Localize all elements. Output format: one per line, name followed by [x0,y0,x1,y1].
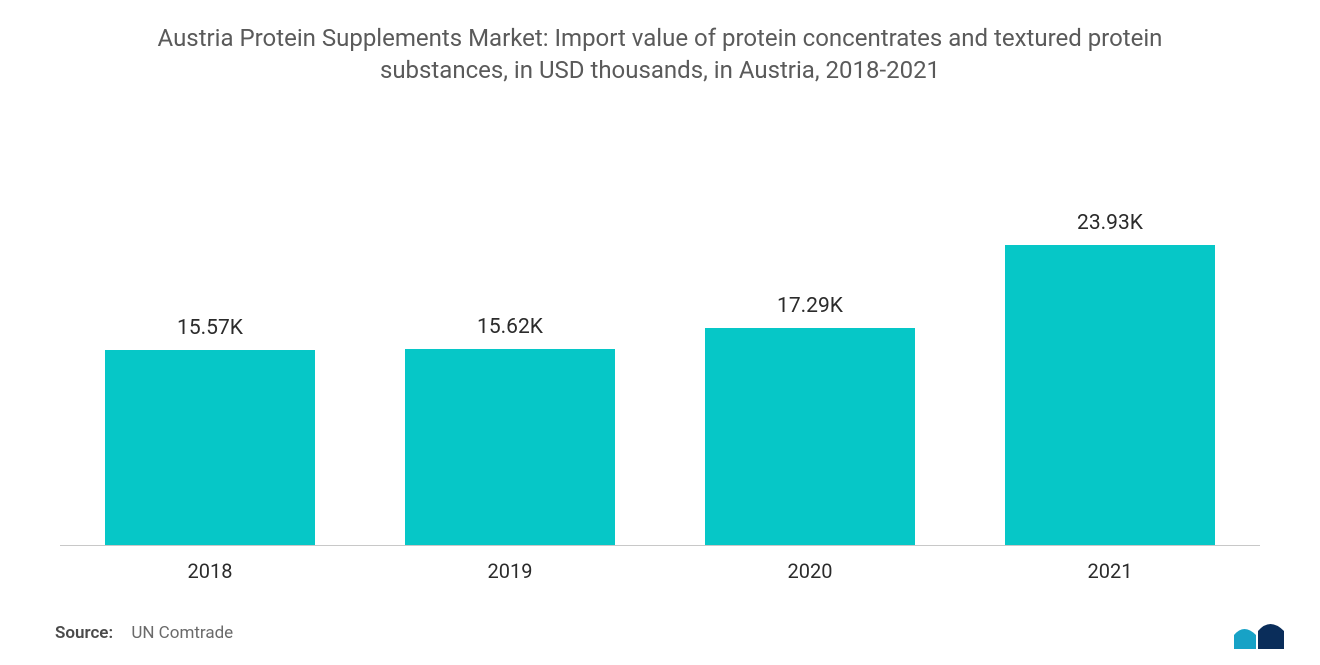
bar-0 [105,350,315,545]
logo-wave-2 [1258,624,1284,649]
bar-value-label: 17.29K [777,294,843,318]
bar-slot-1: 15.62K [360,140,660,545]
x-label: 2018 [60,559,360,583]
source-attribution: Source: UN Comtrade [55,623,233,643]
bar-value-label: 15.62K [477,315,543,339]
bar-slot-2: 17.29K [660,140,960,545]
source-label: Source: [55,623,113,643]
brand-logo-icon [1234,617,1290,649]
x-label: 2020 [660,559,960,583]
bar-1 [405,349,615,545]
bar-value-label: 23.93K [1077,211,1143,235]
x-axis-baseline [60,545,1260,546]
chart-title: Austria Protein Supplements Market: Impo… [0,0,1320,87]
logo-wave-1 [1234,629,1256,649]
chart-plot-area: 15.57K 15.62K 17.29K 23.93K [60,140,1260,545]
x-label: 2019 [360,559,660,583]
bar-value-label: 15.57K [177,316,243,340]
bar-slot-3: 23.93K [960,140,1260,545]
bar-slot-0: 15.57K [60,140,360,545]
x-label: 2021 [960,559,1260,583]
x-axis-labels: 2018 2019 2020 2021 [60,559,1260,583]
bar-3 [1005,245,1215,545]
bar-2 [705,328,915,545]
source-value: UN Comtrade [131,623,233,643]
